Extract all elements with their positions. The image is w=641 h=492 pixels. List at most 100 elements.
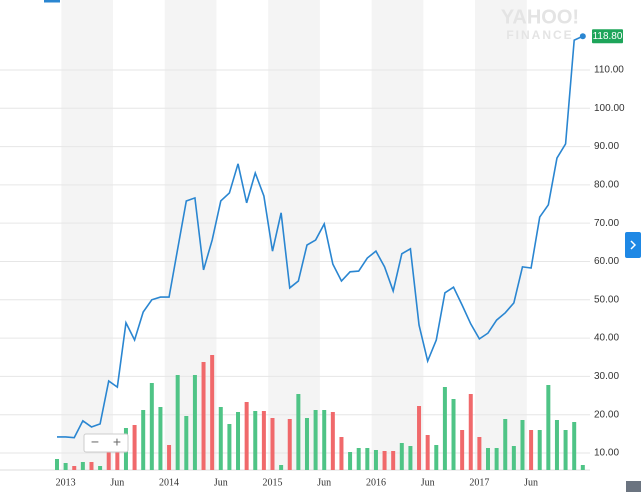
volume-bar: [442, 387, 447, 470]
scroll-right-button[interactable]: [625, 232, 641, 258]
volume-bar: [486, 448, 490, 470]
last-point: [579, 33, 586, 40]
volume-bar: [339, 437, 344, 470]
bands: [61, 0, 527, 470]
volume-bar: [72, 466, 77, 470]
x-tick-label: 2015: [263, 477, 283, 488]
volume-bar: [167, 445, 172, 470]
volume-bar: [201, 362, 206, 470]
zoom-in-button[interactable]: +: [113, 434, 121, 450]
volume-bar: [511, 446, 516, 470]
volume-bar: [373, 450, 378, 470]
volume-bar: [503, 419, 508, 470]
volume-bar: [175, 375, 180, 470]
volume-bar: [313, 410, 318, 470]
volume-bar: [279, 465, 284, 470]
volume-bar: [55, 459, 59, 470]
volume-bar: [468, 394, 473, 470]
x-tick-label: 2016: [366, 477, 386, 488]
volume-bar: [460, 430, 465, 470]
x-tick-label: 2014: [159, 477, 179, 488]
volume-bar: [98, 466, 103, 470]
y-tick-label: 70.00: [594, 218, 619, 229]
volume-bar: [348, 452, 353, 470]
band: [164, 0, 217, 470]
volume-bar: [399, 443, 404, 470]
volume-bar: [253, 411, 258, 470]
volume-bar: [417, 406, 422, 470]
volume-bar: [184, 416, 189, 470]
band: [371, 0, 424, 470]
volume-bar: [270, 418, 275, 470]
zoom-out-button[interactable]: −: [91, 434, 99, 450]
y-tick-label: 90.00: [594, 141, 619, 152]
volume-bar: [296, 394, 301, 470]
band: [475, 0, 527, 470]
volume-bar: [115, 437, 120, 470]
volume-bar: [520, 420, 525, 470]
volume-bar: [529, 430, 534, 470]
volume-bar: [89, 462, 94, 470]
x-tick-label: Jun: [110, 477, 124, 488]
price-line: [57, 35, 584, 439]
volume-bar: [218, 407, 223, 470]
volume-bar: [365, 448, 370, 470]
y-tick-label: 30.00: [594, 371, 619, 382]
volume-bar: [287, 419, 292, 470]
x-tick-label: Jun: [214, 477, 228, 488]
volume-bar: [546, 385, 551, 470]
volume-bar: [572, 422, 577, 470]
volume-bar: [227, 424, 232, 470]
volume-bar: [106, 445, 111, 470]
volume-bar: [494, 448, 499, 470]
volume-bar: [261, 411, 266, 470]
x-tick-label: Jun: [524, 477, 538, 488]
volume-bar: [330, 412, 335, 470]
volume-bar: [391, 451, 396, 470]
volume-bar: [537, 430, 542, 470]
y-tick-label: 10.00: [594, 448, 619, 459]
volume-bar: [132, 425, 137, 470]
volume-bar: [554, 420, 559, 470]
y-tick-label: 80.00: [594, 180, 619, 191]
volume-bar: [304, 418, 309, 470]
y-tick-label: 20.00: [594, 409, 619, 420]
band: [61, 0, 114, 470]
volume-bar: [149, 383, 154, 470]
watermark: FINANCE: [506, 28, 573, 42]
corner-button[interactable]: [626, 481, 641, 492]
volume-bar: [244, 402, 249, 470]
x-tick-label: Jun: [421, 477, 435, 488]
y-tick-label: 100.00: [594, 103, 625, 114]
volume-bar: [477, 437, 482, 470]
volume-bar: [356, 448, 361, 470]
arrow-icon: [630, 240, 637, 250]
x-tick-label: 2013: [56, 477, 76, 488]
volume-bar: [80, 462, 85, 470]
volume-bar: [580, 465, 585, 470]
volume-bar: [434, 445, 439, 470]
volume-bar: [451, 399, 456, 470]
volume-bar: [210, 355, 215, 470]
x-tick-label: 2017: [469, 477, 489, 488]
volume-bar: [141, 410, 146, 470]
zoom-box: [83, 433, 129, 453]
y-tick-label: 40.00: [594, 333, 619, 344]
y-tick-label: 110.00: [594, 65, 624, 76]
watermark: YAHOO!: [501, 6, 579, 28]
price-tag: [592, 29, 623, 44]
volume-bar: [236, 412, 241, 470]
volume-bar: [408, 446, 413, 470]
volume-bar: [425, 435, 430, 470]
volume-bar: [63, 463, 68, 470]
volume-bar: [563, 430, 568, 470]
x-tick-label: Jun: [317, 477, 331, 488]
volume-bar: [322, 410, 327, 470]
y-tick-label: 50.00: [594, 294, 619, 305]
volume-bar: [382, 451, 387, 470]
y-tick-label: 60.00: [594, 256, 619, 267]
volume-bar: [192, 375, 197, 470]
volume-bar: [158, 407, 163, 470]
